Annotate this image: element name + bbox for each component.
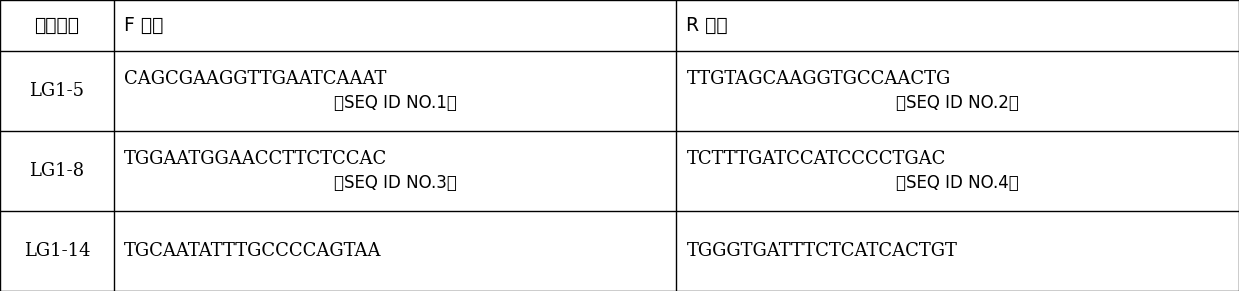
Text: （SEQ ID NO.1）: （SEQ ID NO.1） — [333, 94, 457, 112]
Text: （SEQ ID NO.3）: （SEQ ID NO.3） — [333, 174, 457, 192]
Text: 引物编号: 引物编号 — [35, 16, 79, 35]
Text: CAGCGAAGGTTGAATCAAAT: CAGCGAAGGTTGAATCAAAT — [124, 70, 387, 88]
Text: F 序列: F 序列 — [124, 16, 164, 35]
Text: LG1-14: LG1-14 — [24, 242, 90, 260]
Text: LG1-8: LG1-8 — [30, 162, 84, 180]
Text: R 序列: R 序列 — [686, 16, 729, 35]
Text: TGGGTGATTTCTCATCACTGT: TGGGTGATTTCTCATCACTGT — [686, 242, 958, 260]
Text: TGGAATGGAACCTTCTCCAC: TGGAATGGAACCTTCTCCAC — [124, 150, 387, 168]
Text: LG1-5: LG1-5 — [30, 82, 84, 100]
Text: TCTTTGATCCATCCCCTGAC: TCTTTGATCCATCCCCTGAC — [686, 150, 945, 168]
Text: TTGTAGCAAGGTGCCAACTG: TTGTAGCAAGGTGCCAACTG — [686, 70, 950, 88]
Text: （SEQ ID NO.2）: （SEQ ID NO.2） — [896, 94, 1020, 112]
Text: （SEQ ID NO.4）: （SEQ ID NO.4） — [896, 174, 1020, 192]
Text: TGCAATATTTGCCCCAGTAA: TGCAATATTTGCCCCAGTAA — [124, 242, 382, 260]
